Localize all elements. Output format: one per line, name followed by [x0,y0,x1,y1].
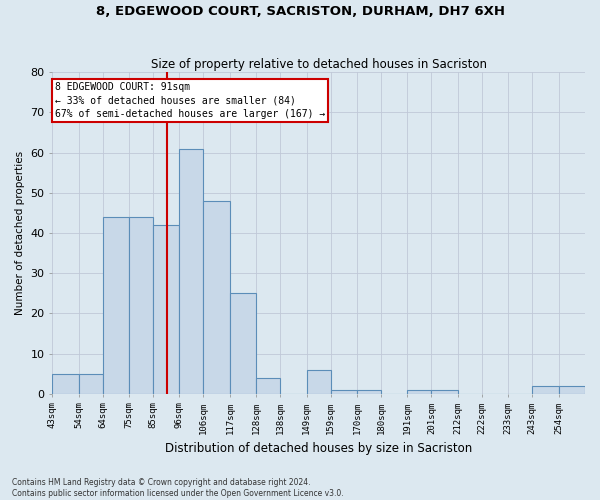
Bar [331,390,357,394]
Bar [179,148,203,394]
Bar [357,390,381,394]
Bar [52,374,79,394]
Bar [431,390,458,394]
Bar [532,386,559,394]
Bar [103,217,129,394]
Bar [307,370,331,394]
Bar [79,374,103,394]
Y-axis label: Number of detached properties: Number of detached properties [15,151,25,315]
Bar [129,217,153,394]
Text: 8 EDGEWOOD COURT: 91sqm
← 33% of detached houses are smaller (84)
67% of semi-de: 8 EDGEWOOD COURT: 91sqm ← 33% of detache… [55,82,325,118]
Text: 8, EDGEWOOD COURT, SACRISTON, DURHAM, DH7 6XH: 8, EDGEWOOD COURT, SACRISTON, DURHAM, DH… [95,5,505,18]
Text: Contains HM Land Registry data © Crown copyright and database right 2024.
Contai: Contains HM Land Registry data © Crown c… [12,478,344,498]
X-axis label: Distribution of detached houses by size in Sacriston: Distribution of detached houses by size … [165,442,472,455]
Bar [559,386,585,394]
Bar [256,378,280,394]
Bar [153,225,179,394]
Title: Size of property relative to detached houses in Sacriston: Size of property relative to detached ho… [151,58,487,71]
Bar [407,390,431,394]
Bar [230,294,256,394]
Bar [203,201,230,394]
